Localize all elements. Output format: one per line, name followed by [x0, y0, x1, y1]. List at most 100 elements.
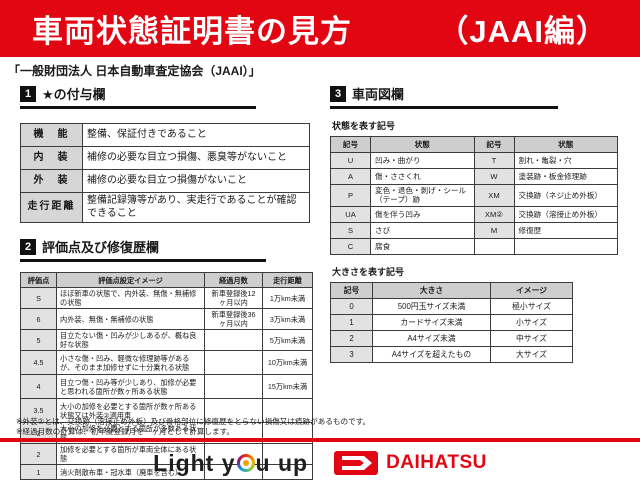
- image-cell: 小サイズ: [490, 313, 573, 331]
- section2-number-badge: 2: [20, 238, 36, 255]
- table-row: 2 A4サイズ未満 中サイズ: [330, 329, 573, 347]
- footnote-line: ※外装②とは、交換跡（溶接止め外板）及び骨格部位に修復歴をとらない損傷又は痕跡が…: [16, 417, 371, 426]
- row-desc: 整備記録簿等があり、実走行であることが確認できること: [82, 192, 310, 223]
- table-row: C 腐食: [330, 237, 618, 255]
- page-title: 車両状態証明書の見方: [32, 14, 352, 49]
- size-cell: A4サイズ未満: [372, 329, 491, 347]
- state-cell: 変色・退色・剥げ・シール（テープ）跡: [370, 184, 475, 207]
- section2-header: 2 評価点及び修復歴欄: [20, 237, 266, 262]
- footer-logos: Light y u up DAIHATSU: [0, 446, 640, 480]
- daihatsu-wordmark: DAIHATSU: [386, 452, 487, 473]
- table-row: 走行距離 整備記録簿等があり、実走行であることが確認できること: [20, 192, 310, 223]
- months-cell: [204, 374, 263, 399]
- rainbow-ring-icon: [236, 454, 255, 472]
- months-cell: [204, 329, 263, 351]
- state-cell: 割れ・亀裂・穴: [513, 152, 618, 169]
- desc-cell: 小さな傷・凹み、軽微な修理跡等があるが、そのまま加修せずに十分乗れる状態: [56, 350, 205, 375]
- desc-cell: 目立つ傷・凹み等が少しあり、加修が必要と思われる箇所が数ヶ所ある状態: [56, 374, 205, 399]
- star-grant-table: 機 能 整備、保証付きであること 内 装 補修の必要な目立つ損傷、悪臭等がないこ…: [20, 123, 310, 223]
- table-row: 機 能 整備、保証付きであること: [20, 123, 310, 147]
- table-row: 4 目立つ傷・凹み等が少しあり、加修が必要と思われる箇所が数ヶ所ある状態 15万…: [20, 374, 313, 399]
- state-cell: 塗装跡・板金修理跡: [513, 168, 618, 185]
- distance-cell: 1万km未満: [262, 287, 313, 309]
- header-row: 記号 状態 記号 状態: [330, 136, 618, 153]
- section1-title: ★の付与欄: [42, 87, 106, 102]
- symbol-cell: P: [330, 184, 371, 207]
- header-row: 記号 大きさ イメージ: [330, 281, 573, 299]
- symbol-cell: M: [473, 221, 515, 239]
- col-header: 記号: [330, 281, 373, 299]
- symbol-cell: T: [473, 152, 515, 169]
- row-desc: 整備、保証付きであること: [82, 123, 310, 147]
- state-cell: 腐食: [370, 237, 475, 255]
- section3-number-badge: 3: [330, 85, 346, 102]
- state-symbol-table: 記号 状態 記号 状態 U 凹み・曲がり T 割れ・亀裂・穴 A 傷・ささくれ …: [330, 136, 618, 255]
- score-cell: 2: [20, 443, 57, 465]
- symbol-cell: A: [330, 168, 371, 185]
- score-cell: 4: [20, 374, 57, 399]
- col-header: 状態: [370, 136, 475, 153]
- symbol-cell: C: [330, 237, 371, 255]
- col-header: 記号: [330, 136, 371, 153]
- size-symbol-table: 記号 大きさ イメージ 0 500円玉サイズ未満 極小サイズ 1 カードサイズ未…: [330, 281, 573, 363]
- symbol-cell: UA: [330, 205, 371, 223]
- row-label: 機 能: [20, 123, 83, 147]
- distance-cell: 5万km未満: [262, 329, 313, 351]
- symbol-cell: XM: [473, 184, 515, 207]
- daihatsu-d-mark-icon: [334, 451, 379, 475]
- table-row: A 傷・ささくれ W 塗装跡・板金修理跡: [330, 168, 618, 185]
- months-cell: [204, 398, 263, 423]
- row-label: 内 装: [20, 146, 83, 170]
- table-row: 4.5 小さな傷・凹み、軽微な修理跡等があるが、そのまま加修せずに十分乗れる状態…: [20, 350, 313, 375]
- symbol-cell: 1: [330, 313, 373, 331]
- symbol-cell: 2: [330, 329, 373, 347]
- size-cell: 500円玉サイズ未満: [372, 297, 491, 315]
- section1-number-badge: 1: [20, 85, 36, 102]
- state-table-caption: 状態を表す記号: [332, 121, 396, 131]
- months-cell: 新車登録後36ヶ月以内: [204, 308, 263, 330]
- desc-cell: 内外装、無傷・無補修の状態: [56, 308, 205, 330]
- col-header: 大きさ: [372, 281, 491, 299]
- table-row: 外 装 補修の必要な目立つ損傷がないこと: [20, 169, 310, 193]
- slogan-text: Light y: [153, 449, 236, 476]
- image-cell: 中サイズ: [490, 329, 573, 347]
- red-divider: [0, 438, 640, 442]
- symbol-cell: U: [330, 152, 371, 169]
- symbol-cell: 0: [330, 297, 373, 315]
- title-banner: 車両状態証明書の見方 （JAAI編）: [0, 0, 640, 57]
- months-cell: 新車登録後12ヶ月以内: [204, 287, 263, 309]
- state-cell: 交換跡（ネジ止め外板）: [513, 184, 618, 207]
- evaluation-table: 評価点 評価点設定イメージ 経過月数 走行距離 S ほぼ新車の状態で、内外装、無…: [20, 272, 313, 480]
- score-cell: 1: [20, 464, 57, 480]
- desc-cell: 目立たない傷・凹みが少しあるが、概ね良好な状態: [56, 329, 205, 351]
- slogan-text: u up: [255, 449, 309, 476]
- table-row: S ほぼ新車の状態で、内外装、無傷・無補修の状態 新車登録後12ヶ月以内 1万k…: [20, 287, 313, 309]
- table-row: 5 目立たない傷・凹みが少しあるが、概ね良好な状態 5万km未満: [20, 329, 313, 351]
- daihatsu-logo: DAIHATSU: [334, 451, 487, 475]
- score-cell: 6: [20, 308, 57, 330]
- table-row: 0 500円玉サイズ未満 極小サイズ: [330, 297, 573, 315]
- distance-cell: 15万km未満: [262, 374, 313, 399]
- section1-header: 1 ★の付与欄: [20, 84, 256, 109]
- table-row: 3.5 大小の加修を必要とする箇所が数ヶ所ある状態又は外装②適用車: [20, 398, 313, 423]
- months-cell: [204, 350, 263, 375]
- table-row: 1 消火剤散布車・冠水車（廃車を含む）: [20, 464, 313, 480]
- table-row: S さび M 修復歴: [330, 221, 618, 239]
- desc-cell: ほぼ新車の状態で、内外装、無傷・無補修の状態: [56, 287, 205, 309]
- col-header: 記号: [473, 136, 515, 153]
- size-cell: カードサイズ未満: [372, 313, 491, 331]
- table-row: 内 装 補修の必要な目立つ損傷、悪臭等がないこと: [20, 146, 310, 170]
- section2-title: 評価点及び修復歴欄: [42, 240, 160, 255]
- state-cell: 傷・ささくれ: [370, 168, 475, 185]
- state-cell: 交換跡（溶接止め外板）: [513, 205, 618, 223]
- section3-title: 車両図欄: [352, 87, 405, 102]
- score-cell: 5: [20, 329, 57, 351]
- symbol-cell: W: [473, 168, 515, 185]
- image-cell: 極小サイズ: [490, 297, 573, 315]
- footnotes: ※外装②とは、交換跡（溶接止め外板）及び骨格部位に修復歴をとらない損傷又は痕跡が…: [16, 417, 370, 438]
- table-row: 3 A4サイズを超えたもの 大サイズ: [330, 345, 573, 363]
- footnote-line: ※経過月数の計算は、初年度登録月を一ヶ月として計算します。: [16, 427, 234, 437]
- symbol-cell: 3: [330, 345, 373, 363]
- section3-header: 3 車両図欄: [330, 84, 558, 109]
